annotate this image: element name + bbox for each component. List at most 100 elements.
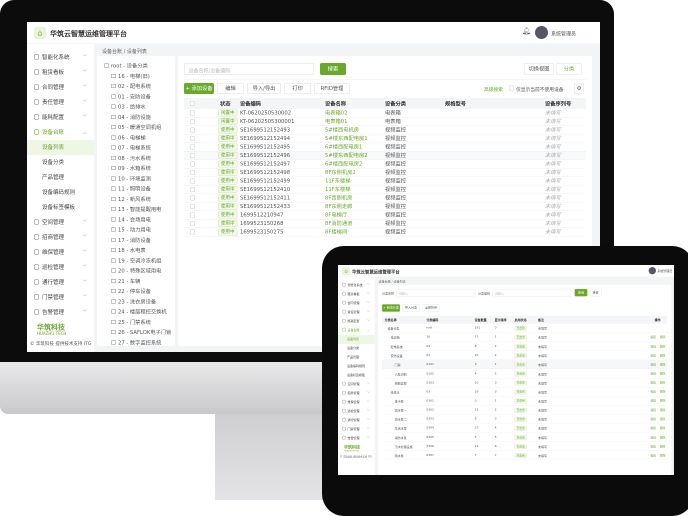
row-checkbox[interactable]	[190, 170, 195, 175]
sidebar-item[interactable]: 合同管理 ﹀	[27, 80, 94, 95]
delete-link[interactable]: 删除	[659, 381, 666, 385]
sidebar-item[interactable]: 告警管理 ﹀	[338, 434, 375, 443]
table-row[interactable]: 闲置中 KT-06202505300001 电表箱01 电表箱 未填写	[184, 118, 586, 126]
device-name-link[interactable]: 8F西侧机房	[325, 195, 353, 201]
tree-node[interactable]: 05 - 暖通空调机组	[111, 124, 161, 132]
device-name-link[interactable]: 6#楼西配电房2	[325, 161, 363, 167]
edit-link[interactable]: 编辑	[650, 344, 656, 348]
sidebar-subitem[interactable]: 设备分类	[338, 344, 375, 353]
delete-link[interactable]: 删除	[659, 454, 666, 458]
sidebar-item[interactable]: 空间管理 ﹀	[338, 380, 375, 389]
sidebar-item[interactable]: 招商管理 ﹀	[338, 389, 375, 398]
sidebar-item[interactable]: 能耗配置 ﹀	[27, 110, 94, 125]
delete-link[interactable]: 删除	[659, 435, 666, 439]
sidebar-subitem[interactable]: 设备标签模板	[338, 371, 375, 380]
settings-button[interactable]: ⚙	[574, 83, 584, 94]
sidebar-item[interactable]: 告警管理 ﹀	[27, 305, 94, 320]
table-row[interactable]: 使用中 SE1699512152411 8F西侧机房 视频监控 未填写	[184, 194, 586, 203]
tree-node[interactable]: 03 - 给排水	[111, 103, 146, 111]
column-header[interactable]: 状态	[220, 101, 231, 107]
sidebar-subitem[interactable]: 设备编码规则	[27, 185, 94, 200]
row-checkbox[interactable]	[190, 136, 195, 141]
edit-link[interactable]: 编辑	[650, 426, 656, 430]
tree-node[interactable]: 21 - 车辆	[111, 277, 140, 285]
user-name[interactable]: 系统管理员	[551, 31, 576, 38]
filter-input[interactable]: 请输入	[396, 288, 476, 297]
table-row[interactable]: 使用中 SE1699512152496 5#楼东西配电房2 视频监控 未填写	[184, 151, 586, 160]
table-row[interactable]: 人脸识别 0102 4 2 已启用 未填写 编辑 删除	[381, 369, 668, 379]
avatar[interactable]	[535, 26, 548, 39]
delete-link[interactable]: 删除	[659, 417, 666, 421]
query-button[interactable]: 查询	[574, 288, 588, 297]
table-row[interactable]: 污水处理设施 0306 14 6 已启用 未填写 编辑 删除	[381, 442, 668, 451]
tree-node[interactable]: 07 - 电梯系统	[111, 144, 151, 152]
bell-icon[interactable]: 🔔︎	[522, 27, 531, 35]
sidebar-item[interactable]: 招商管理 ﹀	[27, 230, 94, 245]
tree-node[interactable]: 20 - 特殊区域用电	[111, 267, 161, 275]
toolbar-button[interactable]: 导入分类	[401, 304, 420, 312]
select-all-checkbox[interactable]	[190, 101, 195, 106]
sidebar-item[interactable]: 门禁管理 ﹀	[338, 425, 375, 434]
table-row[interactable]: 门禁 0101 3 1 已启用 未填写 编辑 删除	[381, 360, 668, 370]
table-row[interactable]: 设备分类 root 191 0 已启用 未填写	[381, 324, 668, 333]
row-checkbox[interactable]	[190, 212, 195, 218]
edit-link[interactable]: 编辑	[650, 353, 656, 357]
table-row[interactable]: 潜水泵二 0303 6 3 已启用 未填写 编辑 删除	[381, 415, 668, 424]
table-row[interactable]: 使用中 SE1699512152493 5#楼西电机房 视频监控 未填写	[184, 126, 586, 135]
column-header[interactable]: 设备编码	[240, 101, 261, 107]
device-name-link[interactable]: 5#楼西电机房	[325, 127, 359, 133]
tree-node[interactable]: 08 - 污水系统	[111, 154, 151, 162]
tree-node[interactable]: 16 - 电梯(旧)	[111, 72, 150, 80]
tree-node[interactable]: 01 - 安防设备	[111, 93, 151, 101]
column-header[interactable]: 显示排序	[494, 318, 507, 322]
sidebar-subitem[interactable]: 设备列表	[338, 334, 375, 344]
sidebar-item[interactable]: 巡检管理 ﹀	[27, 260, 94, 275]
column-header[interactable]: 启用状态	[514, 318, 527, 322]
sidebar-item[interactable]: 智能化系统 ﹀	[338, 281, 375, 290]
print-dropdown[interactable]: 打印	[284, 83, 311, 94]
sidebar-item[interactable]: 通行管理 ﹀	[27, 275, 94, 290]
delete-link[interactable]: 删除	[659, 444, 666, 448]
edit-link[interactable]: 编辑	[650, 444, 656, 448]
sidebar-item[interactable]: 设备台账 ︿	[338, 326, 375, 335]
row-checkbox[interactable]	[190, 110, 195, 116]
device-name-link[interactable]: 8F消防通道	[325, 220, 353, 227]
sidebar-item[interactable]: 空间管理 ﹀	[27, 215, 94, 230]
filter-input[interactable]: 请输入	[492, 288, 572, 297]
sidebar-item[interactable]: 巡检管理 ﹀	[338, 407, 375, 416]
edit-link[interactable]: 编辑	[650, 435, 656, 439]
column-header[interactable]: 分类名称	[384, 318, 397, 322]
delete-link[interactable]: 删除	[659, 372, 666, 376]
tree-node[interactable]: 24 - 楼层程控交换机	[111, 308, 167, 316]
table-row[interactable]: 使用中 1699512210947 8F电梯厅 视频监控 未填写	[184, 211, 586, 220]
device-name-link[interactable]: 8F东侧机房2	[325, 169, 356, 176]
row-checkbox[interactable]	[190, 144, 195, 150]
tree-node[interactable]: 06 - 电梯梯	[111, 134, 146, 142]
rfid-dropdown[interactable]: RFID管理	[314, 83, 350, 94]
table-row[interactable]: 使用中 1699523150275 8F楼梯间 视频监控 未填写	[184, 228, 586, 237]
column-header[interactable]: 操作	[654, 318, 661, 322]
table-row[interactable]: 潜水泵一 0302 21 2 已启用 未填写 编辑 删除	[381, 406, 668, 415]
delete-link[interactable]: 删除	[659, 344, 666, 348]
device-name-link[interactable]: 8F东侧走廊	[325, 203, 353, 210]
search-button[interactable]: 搜索	[320, 63, 346, 75]
tree-node[interactable]: 25 - 门禁系统	[111, 318, 151, 326]
edit-link[interactable]: 编辑	[650, 363, 656, 367]
edit-link[interactable]: 编辑	[650, 399, 656, 403]
table-row[interactable]: 闲置中 KT-0620250530002 电表箱02 电表箱 未填写	[184, 109, 586, 118]
sidebar-item[interactable]: 租赁看板 ﹀	[338, 290, 375, 299]
table-row[interactable]: 使用中 SE1699512152410 11F东楼梯 视频监控 未填写	[184, 186, 586, 194]
column-header[interactable]: 分类编码	[426, 318, 439, 322]
tree-node[interactable]: 09 - 水箱系统	[111, 165, 151, 173]
table-row[interactable]: 视频监控 0103 10 3 已启用 未填写 编辑 删除	[381, 378, 668, 388]
edit-link[interactable]: 编辑	[650, 417, 656, 421]
tree-node[interactable]: 22 - 停车设备	[111, 288, 151, 296]
table-row[interactable]: 安防设备 01 10 2 已启用 未填写 编辑 删除	[381, 351, 668, 360]
delete-link[interactable]: 删除	[659, 335, 666, 339]
device-name-link[interactable]: 11F东楼梯	[325, 178, 351, 184]
tree-node[interactable]: 19 - 空调冷冻机组	[111, 257, 161, 265]
tree-node[interactable]: 12 - 新风系统	[111, 195, 151, 203]
row-checkbox[interactable]	[190, 119, 195, 124]
reset-button[interactable]: 重置	[589, 288, 602, 297]
row-checkbox[interactable]	[190, 161, 195, 167]
